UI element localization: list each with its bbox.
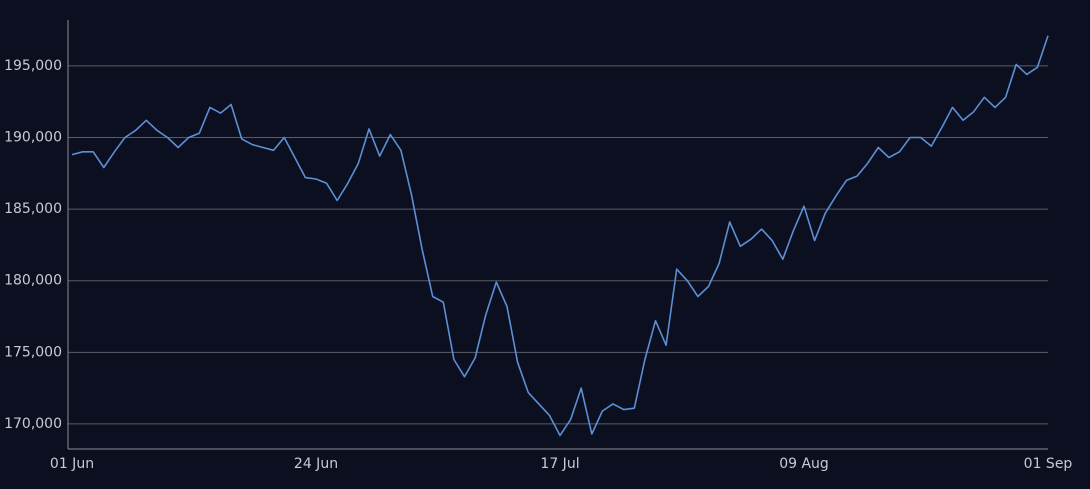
y-tick-label: 180,000 (4, 273, 62, 289)
x-tick-label: 01 Sep (1024, 456, 1073, 472)
x-tick-label: 24 Jun (294, 456, 338, 472)
x-tick-label: 17 Jul (540, 456, 579, 472)
y-tick-label: 185,000 (4, 201, 62, 217)
x-tick-label: 09 Aug (779, 456, 829, 472)
line-series (71, 35, 1049, 437)
y-tick-label: 170,000 (4, 416, 62, 432)
y-tick-label: 195,000 (4, 58, 62, 74)
y-tick-label: 175,000 (4, 344, 62, 360)
y-tick-label: 190,000 (4, 129, 62, 145)
x-tick-label: 01 Jun (50, 456, 94, 472)
